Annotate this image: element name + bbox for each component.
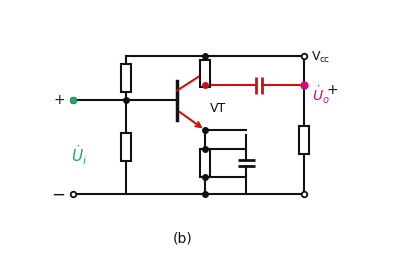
Bar xyxy=(121,134,131,161)
Text: −: − xyxy=(51,185,66,203)
Text: (b): (b) xyxy=(173,232,192,246)
Text: +: + xyxy=(54,93,66,107)
Text: cc: cc xyxy=(320,55,330,64)
Text: $\dot{U}_o$: $\dot{U}_o$ xyxy=(312,85,329,106)
Text: $\dot{U}_i$: $\dot{U}_i$ xyxy=(71,143,88,167)
Bar xyxy=(200,60,210,88)
Text: V: V xyxy=(312,50,320,63)
Bar xyxy=(121,64,131,92)
Text: +: + xyxy=(327,83,338,97)
Bar xyxy=(299,126,309,154)
Text: VT: VT xyxy=(210,102,226,115)
Bar xyxy=(200,149,210,176)
